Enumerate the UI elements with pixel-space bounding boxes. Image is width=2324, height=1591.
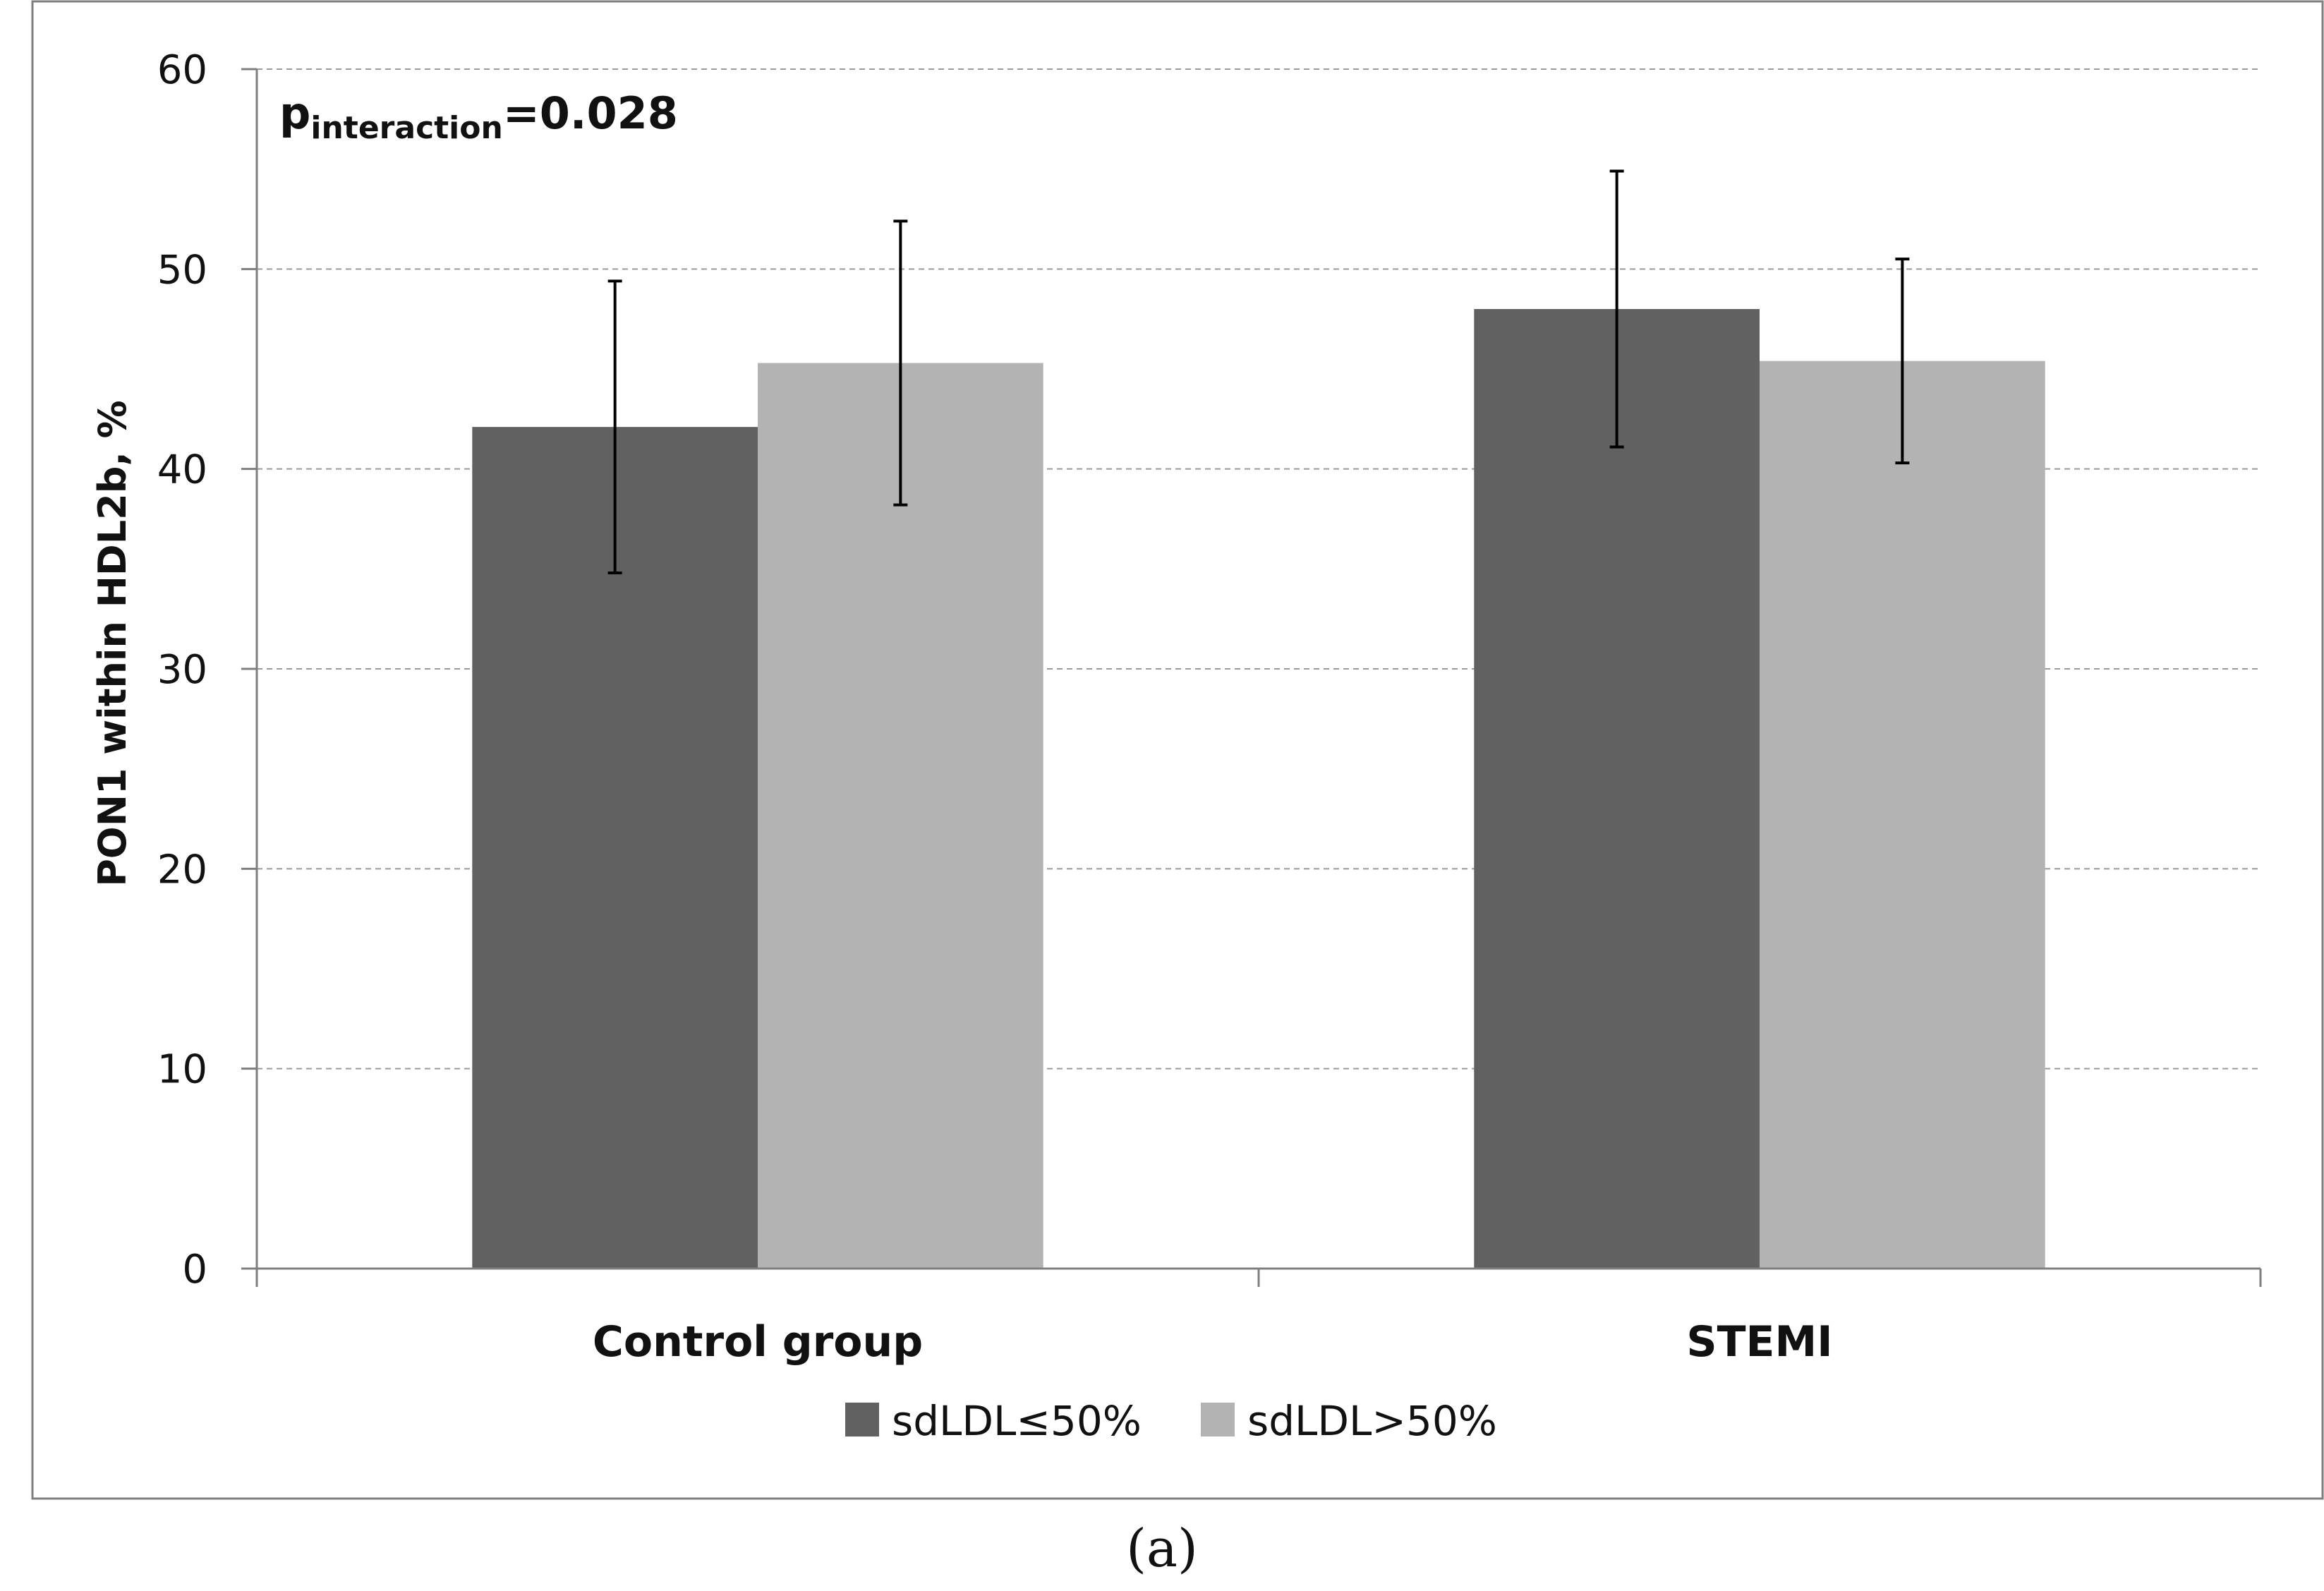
x-category-labels: Control group STEMI [593,1317,1833,1367]
y-tick-label-60: 60 [157,47,207,93]
bar-low-1 [1474,309,1760,1269]
chart-frame [31,0,2324,1500]
category-label-1: STEMI [1686,1317,1832,1367]
figure-caption: (a) [1126,1518,1198,1579]
y-tick-label-40: 40 [157,447,207,493]
legend: sdLDL≤50% sdLDL>50% [845,1397,1497,1445]
y-tick-label-30: 30 [157,647,207,693]
y-axis-label: PON1 within HDL2b, % [90,400,135,887]
annotation-main: p [279,87,310,139]
error-bars [607,169,1910,574]
legend-swatch-0 [845,1403,879,1436]
legend-label-0: sdLDL≤50% [892,1397,1142,1445]
category-label-0: Control group [593,1317,923,1367]
annotation-rest: =0.028 [503,87,678,139]
bars [472,309,2045,1269]
annotation-subscript: interaction [310,110,502,146]
y-tick-label-10: 10 [157,1047,207,1093]
y-tick-labels: 0 10 20 30 40 50 60 [157,47,207,1293]
bar-high-0 [758,363,1043,1269]
y-tick-label-50: 50 [157,247,207,293]
axes [241,68,2262,1287]
legend-label-1: sdLDL>50% [1247,1397,1497,1445]
p-interaction-annotation: pinteraction=0.028 [279,87,678,146]
y-tick-label-0: 0 [182,1247,207,1293]
bar-high-1 [1760,361,2045,1269]
legend-swatch-1 [1201,1403,1235,1436]
y-tick-label-20: 20 [157,847,207,893]
